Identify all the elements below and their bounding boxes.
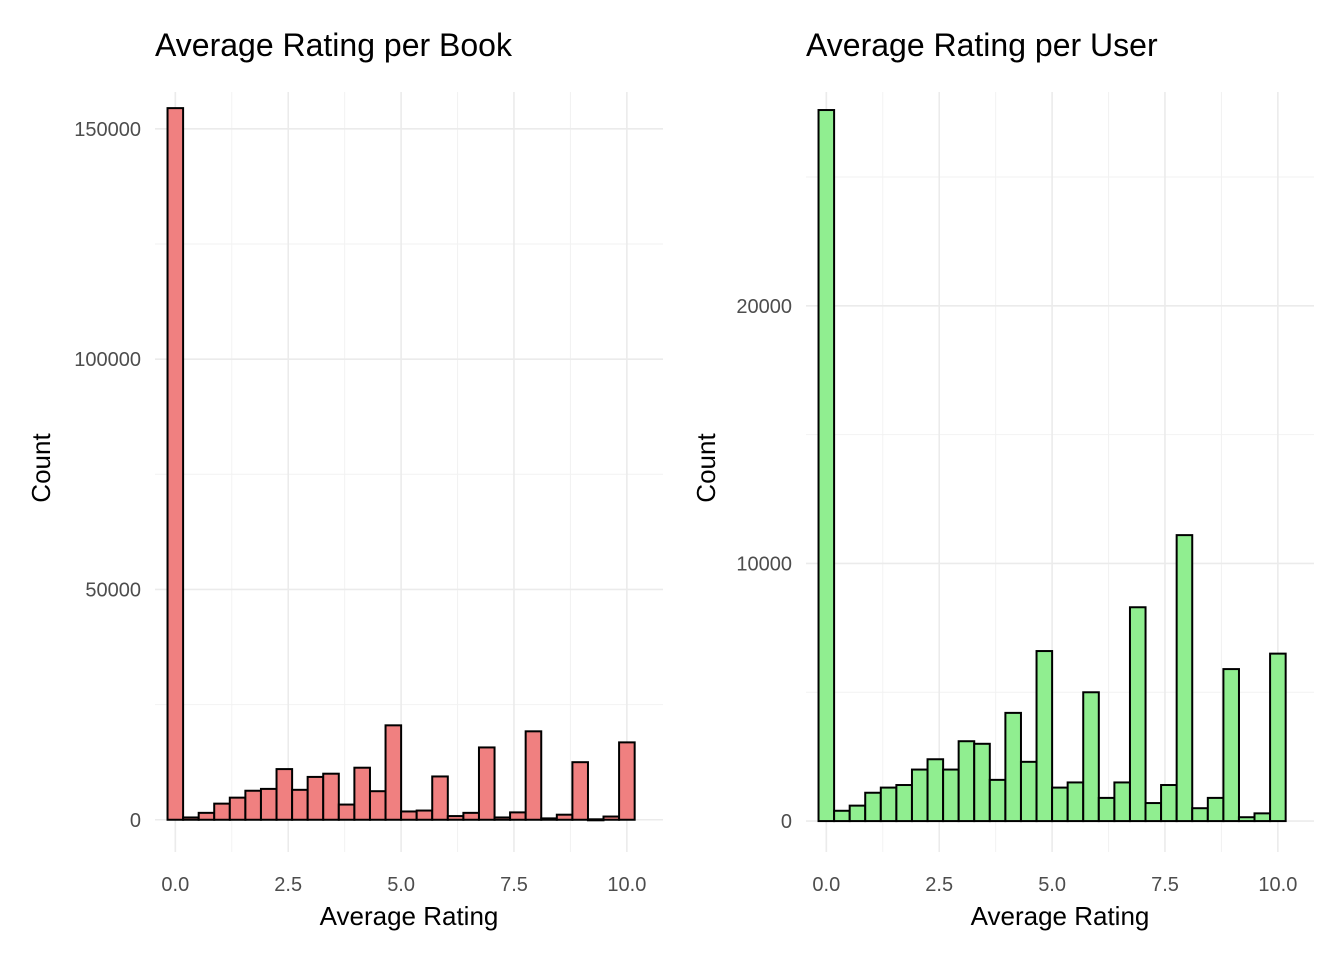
histogram-bar [368, 790, 387, 821]
bars [817, 109, 1287, 823]
histogram-bar [618, 741, 636, 821]
bars [166, 107, 636, 822]
histogram-bar [182, 816, 200, 821]
histogram-bar [926, 758, 945, 823]
histogram-bar [864, 791, 882, 823]
histogram-bar [1237, 816, 1256, 823]
x-tick-label: 0.0 [161, 874, 189, 896]
x-axis-label: Average Rating [971, 901, 1150, 931]
histogram-bar [400, 810, 418, 821]
x-tick-label: 2.5 [274, 874, 302, 896]
y-tick-label: 150000 [74, 119, 141, 141]
histogram-bar [228, 796, 247, 821]
histogram-bar [524, 730, 543, 821]
histogram-bar [1175, 534, 1194, 823]
histogram-bar [1144, 802, 1163, 823]
x-tick-label: 10.0 [607, 874, 646, 896]
histogram-bar [1269, 652, 1287, 823]
histogram-bar [973, 742, 991, 823]
histogram-bar [602, 815, 621, 821]
histogram-bar [1222, 668, 1240, 823]
histogram-bar [477, 746, 496, 821]
y-tick-label: 0 [781, 811, 792, 833]
histogram-bar [1035, 650, 1054, 823]
histogram-bar [1051, 786, 1069, 823]
histogram-bar [431, 775, 449, 821]
histogram-bar [957, 740, 976, 823]
histogram-bar [306, 775, 325, 821]
histogram-bar [910, 768, 929, 823]
histogram-bar [509, 811, 527, 821]
y-tick-label: 20000 [736, 296, 792, 318]
histogram-bar [1206, 796, 1225, 823]
histogram-bar [244, 789, 262, 821]
histogram-bar [259, 787, 278, 821]
histogram-bar [988, 778, 1007, 823]
y-tick-label: 10000 [736, 553, 792, 575]
y-axis-label: Count [691, 433, 721, 503]
histogram-bar [166, 107, 185, 821]
histogram-bar [1066, 781, 1085, 823]
chart-title: Average Rating per Book [155, 27, 513, 63]
y-tick-label: 100000 [74, 349, 141, 371]
histogram-bar [353, 766, 371, 821]
x-tick-label: 2.5 [925, 874, 953, 896]
grid [155, 92, 663, 852]
histogram-bar [415, 809, 434, 821]
histogram-bar [337, 803, 356, 821]
histogram-bar [1082, 691, 1100, 823]
histogram-bar [555, 813, 574, 821]
x-axis-label: Average Rating [320, 901, 499, 931]
chart-title: Average Rating per User [806, 27, 1158, 63]
y-tick-labels: 0 10000 20000 [736, 296, 792, 833]
histogram-bar [322, 772, 340, 821]
y-tick-label: 0 [130, 810, 141, 832]
histogram-bar [1191, 807, 1209, 823]
histogram-bar [291, 788, 309, 821]
x-tick-label: 7.5 [1151, 874, 1179, 896]
histogram-bar [384, 724, 403, 821]
y-tick-labels: 0 50000 100000 150000 [74, 119, 141, 832]
histogram-bar [493, 816, 512, 821]
x-tick-labels: 0.0 2.5 5.0 7.5 10.0 [161, 874, 646, 896]
histogram-bar [895, 784, 913, 823]
y-axis-label: Count [26, 433, 56, 503]
histogram-bar [833, 809, 851, 823]
histogram-bar [275, 768, 294, 821]
histogram-bar [942, 768, 960, 823]
x-tick-label: 7.5 [500, 874, 528, 896]
x-tick-label: 5.0 [1038, 874, 1066, 896]
y-tick-label: 50000 [85, 579, 141, 601]
histogram-bar [462, 811, 480, 821]
x-tick-labels: 0.0 2.5 5.0 7.5 10.0 [812, 874, 1297, 896]
x-tick-label: 10.0 [1258, 874, 1297, 896]
histogram-bar [213, 802, 231, 821]
histogram-bar [1097, 796, 1116, 823]
histogram-bar [879, 786, 898, 823]
histogram-bar [817, 109, 836, 823]
histogram-bar [446, 815, 465, 821]
histogram-bar [1004, 711, 1022, 823]
histogram-bar [586, 818, 605, 822]
histogram-panel-user: Average Rating per User Count Average Ra… [691, 27, 1314, 931]
histogram-bar [197, 811, 216, 821]
histogram-bar [1160, 784, 1178, 823]
histogram-bar [1019, 760, 1038, 823]
histogram-bar [1253, 812, 1272, 823]
histogram-bar [540, 817, 558, 821]
x-tick-label: 0.0 [812, 874, 840, 896]
histogram-panel-book: Average Rating per Book Count Average Ra… [26, 27, 663, 931]
histogram-bar [848, 804, 867, 823]
x-tick-label: 5.0 [387, 874, 415, 896]
histogram-bar [1128, 606, 1147, 823]
histogram-bar [1113, 781, 1131, 823]
histogram-bar [571, 761, 589, 821]
